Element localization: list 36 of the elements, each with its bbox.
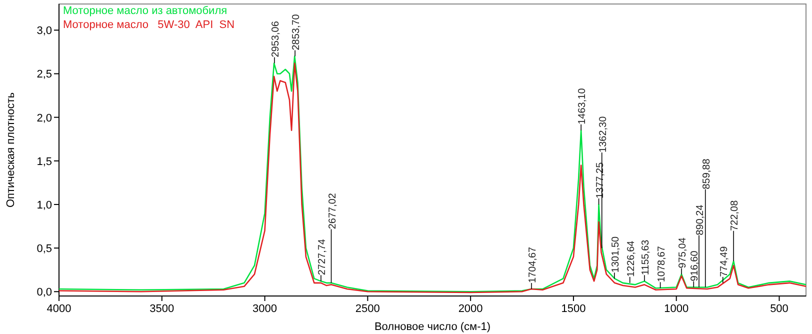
y-tick-label: 3,0 [36,25,52,38]
annotation: 1078,67 [656,246,668,282]
y-tick-label: 0,0 [36,286,52,299]
x-axis-title: Волновое число (см-1) [374,321,491,333]
annotation: 1155,63 [640,239,652,276]
annotation: 859,88 [701,158,712,190]
annotation: 2953,06 [270,20,282,58]
annotation: 2727,74 [316,238,328,276]
x-tick-label: 500 [770,303,788,315]
annotation: 2677,02 [327,192,338,230]
y-tick-label: 1,5 [36,156,52,168]
annotation: 916,60 [690,250,701,282]
annotation: 1704,67 [527,246,538,284]
x-tick-label: 3500 [150,303,174,315]
annotation: 722,08 [730,200,741,231]
y-tick-label: 2,5 [36,68,52,81]
x-tick-label: 1500 [561,303,586,315]
text: Моторное масло 5W-30 API SN [63,19,235,31]
annotation: 2853,70 [291,14,302,50]
annotation: 1362,30 [598,116,609,152]
annotation: 774,49 [718,246,730,277]
annotation: 1463,10 [577,88,588,124]
annotation: 975,04 [678,237,688,268]
y-tick-label: 2,0 [36,112,52,124]
annotation: 890,24 [694,204,706,236]
annotation: 1301,50 [610,236,622,273]
x-tick-label: 2500 [355,303,380,315]
x-tick-label: 1000 [664,303,689,315]
y-tick-label: 0,5 [36,243,52,256]
x-tick-label: 3000 [252,303,278,315]
x-tick-label: 4000 [46,303,72,315]
annotation: 1226,64 [626,240,637,277]
y-axis-title: Оптическая плотность [5,92,17,208]
y-tick-label: 1,0 [36,199,52,212]
text: Моторное масло из автомобиля [63,5,228,17]
x-tick-label: 2000 [458,303,483,315]
